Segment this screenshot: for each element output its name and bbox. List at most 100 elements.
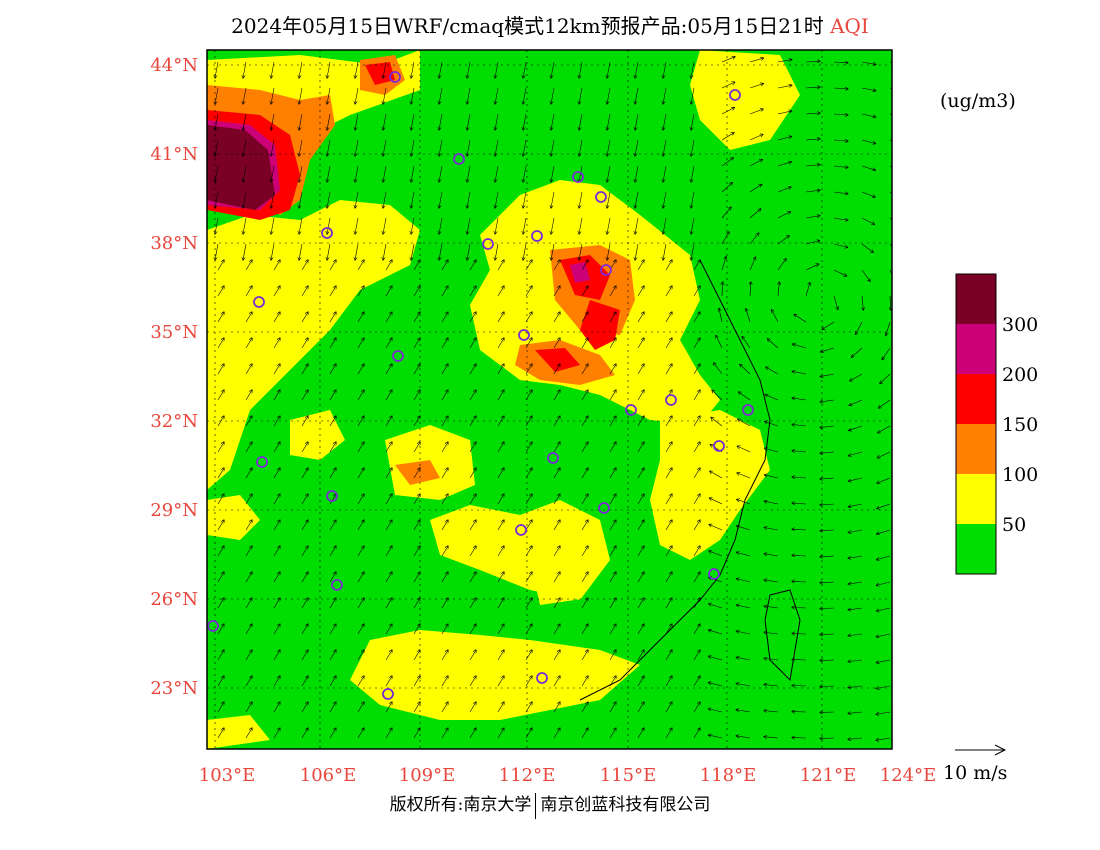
wind-arrow	[271, 217, 275, 234]
wind-arrow	[469, 702, 476, 713]
wind-arrow	[856, 321, 863, 334]
wind-arrow	[301, 728, 308, 739]
wind-arrow	[820, 530, 835, 531]
wind-arrow	[497, 676, 504, 687]
wind-arrow	[665, 442, 672, 453]
wind-arrow	[357, 572, 364, 583]
wind-arrow	[665, 286, 672, 297]
wind-arrow	[833, 217, 848, 220]
wind-arrow	[469, 624, 476, 635]
wind-arrow	[850, 373, 863, 381]
wind-arrow	[327, 139, 331, 156]
wind-arrow	[609, 676, 616, 687]
wind-arrow	[413, 416, 420, 427]
city-marker	[518, 329, 530, 341]
wind-arrow	[215, 217, 219, 234]
lon-label-109: 109°E	[398, 765, 456, 786]
wind-arrow	[764, 606, 779, 609]
wind-arrow	[665, 416, 672, 427]
wind-arrow	[383, 87, 387, 104]
wind-arrow	[861, 191, 875, 197]
wind-arrow	[329, 442, 336, 453]
wind-arrow	[693, 416, 700, 427]
city-marker	[331, 579, 343, 591]
wind-arrow	[301, 598, 308, 609]
wind-arrow	[357, 624, 364, 635]
colorbar-label-50: 50	[1002, 514, 1027, 536]
wind-arrow	[581, 598, 588, 609]
wind-arrow	[820, 452, 835, 453]
wind-arrow	[245, 312, 252, 323]
wind-arrow	[877, 503, 891, 509]
wind-arrow	[767, 339, 779, 349]
wind-arrow	[721, 82, 735, 89]
wind-arrow	[693, 312, 700, 323]
wind-arrow	[271, 243, 275, 260]
city-marker	[547, 452, 559, 464]
wind-arrow	[792, 371, 807, 375]
wind-arrow	[301, 286, 308, 297]
wind-arrow	[357, 598, 364, 609]
wind-arrow	[693, 598, 700, 609]
wind-arrow	[607, 87, 611, 104]
wind-arrow	[329, 702, 336, 713]
wind-arrow	[467, 165, 471, 182]
wind-arrow	[805, 241, 820, 245]
wind-arrow	[441, 468, 448, 479]
wind-arrow	[441, 624, 448, 635]
title-variable: AQI	[830, 14, 869, 38]
wind-arrow	[551, 87, 555, 104]
wind-arrow	[245, 572, 252, 583]
wind-arrow	[665, 338, 672, 349]
wind-arrow	[876, 555, 891, 560]
wind-arrow	[301, 338, 308, 349]
wind-arrow	[217, 598, 224, 609]
wind-arrow	[635, 243, 639, 260]
wind-arrow	[273, 546, 280, 557]
city-marker	[207, 620, 219, 632]
wind-arrow	[413, 598, 420, 609]
wind-arrow	[878, 425, 891, 433]
title-main: 2024年05月15日WRF/cmaq模式12km预报产品:05月15日21时	[231, 14, 824, 38]
wind-arrow	[708, 735, 723, 739]
wind-arrow	[581, 728, 588, 739]
wind-arrow	[355, 139, 359, 156]
wind-arrow	[581, 416, 588, 427]
wind-arrow	[497, 728, 504, 739]
wind-arrow	[357, 416, 364, 427]
wind-arrow	[271, 61, 275, 78]
wind-arrow	[693, 338, 700, 349]
wind-arrow	[764, 658, 779, 660]
wind-arrow	[469, 650, 476, 661]
wind-reference-label: 10 m/s	[943, 762, 1008, 784]
wind-arrow	[439, 113, 443, 130]
lat-label-41: 41°N	[150, 144, 198, 165]
wind-arrow	[637, 728, 644, 739]
wind-arrow	[217, 572, 224, 583]
wind-arrow	[215, 87, 219, 104]
wind-arrow	[217, 624, 224, 635]
wind-arrow	[879, 399, 891, 408]
wind-arrow	[607, 191, 611, 208]
wind-arrow	[876, 659, 891, 663]
wind-arrow	[273, 624, 280, 635]
wind-arrow	[273, 338, 280, 349]
wind-arrow	[273, 572, 280, 583]
wind-arrow	[355, 113, 359, 130]
wind-arrow	[792, 529, 807, 530]
wind-arrow	[693, 702, 700, 713]
colorbar-label-200: 200	[1002, 364, 1039, 386]
wind-arrow	[523, 217, 527, 234]
wind-arrow	[553, 494, 560, 505]
wind-arrow	[876, 633, 891, 637]
city-marker	[482, 238, 494, 250]
copyright-right: 南京创蓝科技有限公司	[540, 795, 711, 815]
wind-arrow	[736, 657, 751, 661]
wind-arrow	[764, 711, 779, 712]
wind-arrow	[609, 468, 616, 479]
wind-arrow	[441, 650, 448, 661]
aqi-hazardous-zones	[207, 125, 275, 210]
wind-arrow	[691, 61, 695, 78]
wind-arrow	[497, 572, 504, 583]
wind-arrow	[385, 546, 392, 557]
